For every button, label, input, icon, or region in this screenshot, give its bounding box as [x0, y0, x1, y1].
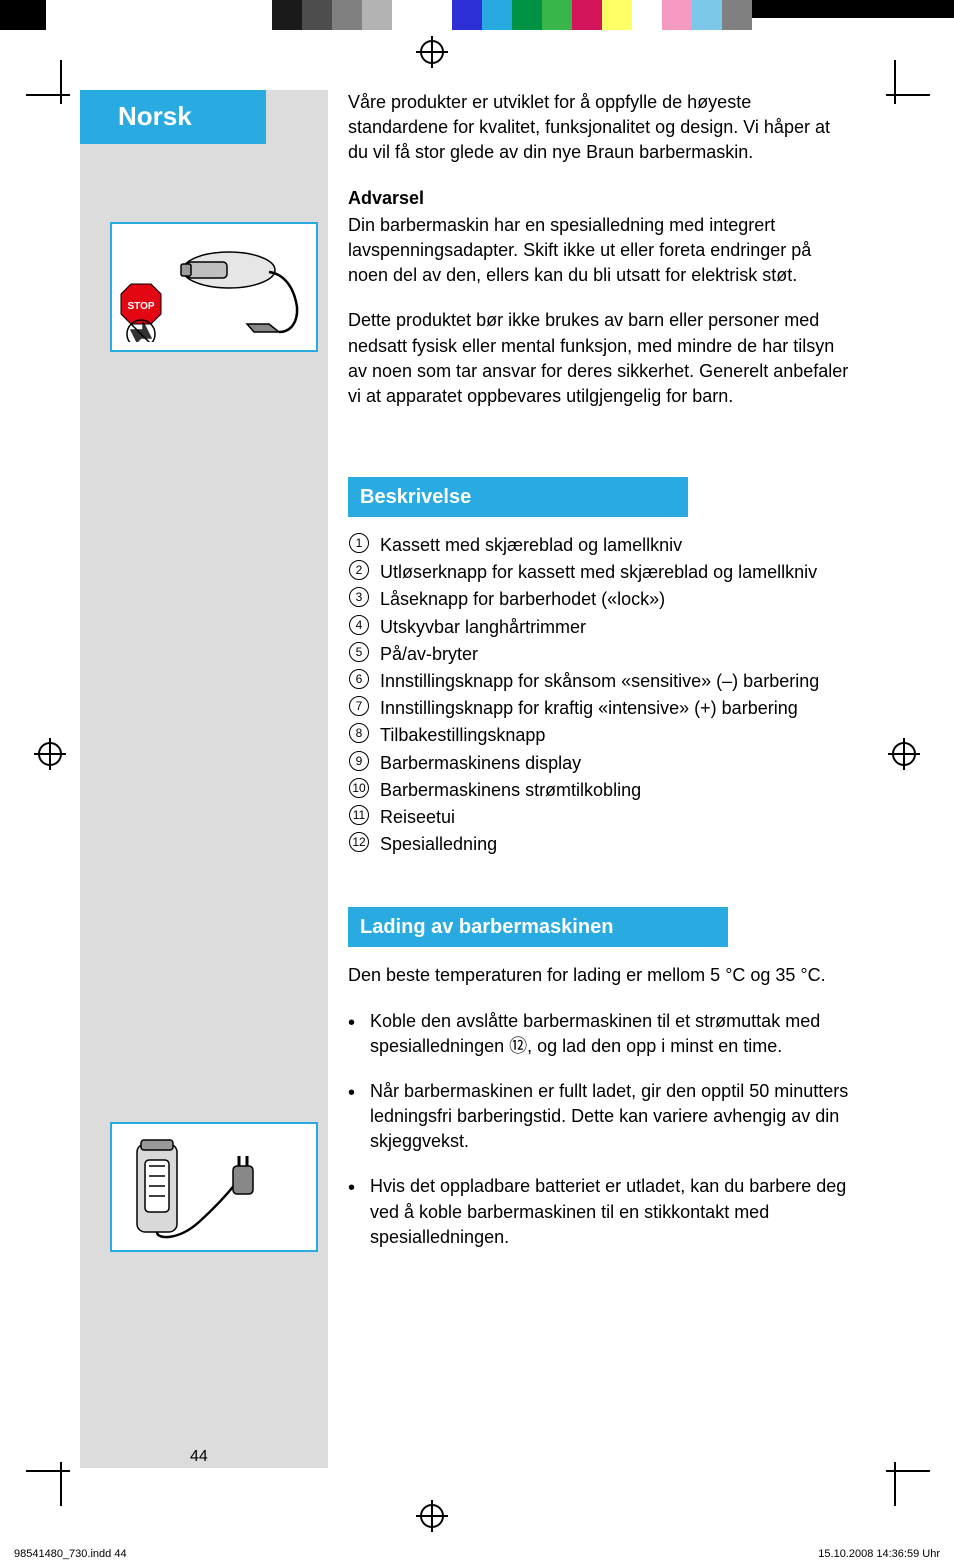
color-swatch: [482, 0, 512, 30]
description-text: Tilbakestillingsknapp: [380, 725, 545, 745]
color-swatch: [692, 0, 722, 30]
description-text: Låseknapp for barberhodet («lock»): [380, 589, 665, 609]
description-text: Reiseetui: [380, 807, 455, 827]
section-beskrivelse-heading: Beskrivelse: [348, 477, 688, 517]
description-item: 8 Tilbakestillingsknapp: [348, 723, 850, 748]
description-item: 6 Innstillingsknapp for skånsom «sensitiv…: [348, 669, 850, 694]
description-text: Barbermaskinens strømtilkobling: [380, 780, 641, 800]
lading-intro: Den beste temperaturen for lading er mel…: [348, 963, 850, 988]
color-swatch: [572, 0, 602, 30]
description-item: 3 Låseknapp for barberhodet («lock»): [348, 587, 850, 612]
description-item: 11 Reiseetui: [348, 805, 850, 830]
description-text: Barbermaskinens display: [380, 753, 581, 773]
circled-number-icon: 2: [349, 560, 369, 580]
color-swatch: [632, 0, 662, 30]
circled-number-icon: 1: [349, 533, 369, 553]
color-swatch: [422, 0, 452, 30]
description-text: Kassett med skjæreblad og lamellkniv: [380, 535, 682, 555]
description-text: På/av-bryter: [380, 644, 478, 664]
description-text: Innstillingsknapp for skånsom «sensitive…: [380, 671, 819, 691]
warning-heading: Advarsel: [348, 186, 850, 211]
color-swatch: [662, 0, 692, 30]
footer-filename: 98541480_730.indd 44: [14, 1547, 127, 1562]
sidebar: Norsk STOP: [80, 90, 328, 1468]
language-label: Norsk: [80, 90, 266, 144]
warning-paragraph-1: Din barbermaskin har en spesialledning m…: [348, 213, 850, 289]
description-item: 2 Utløserknapp for kassett med skjæreblad…: [348, 560, 850, 585]
description-item: 7 Innstillingsknapp for kraftig «intensiv…: [348, 696, 850, 721]
circled-number-icon: 10: [349, 778, 369, 798]
color-swatch: [332, 0, 362, 30]
description-item: 5 På/av-bryter: [348, 642, 850, 667]
circled-number-icon: 5: [349, 642, 369, 662]
color-swatch: [302, 0, 332, 30]
circled-number-icon: 11: [349, 805, 369, 825]
color-swatch: [272, 0, 302, 30]
warning-paragraph-2: Dette produktet bør ikke brukes av barn …: [348, 308, 850, 409]
page-content: Norsk STOP: [80, 90, 874, 1468]
illustration-charging: [110, 1122, 318, 1252]
crop-mark-icon: [880, 70, 920, 110]
description-text: Spesialledning: [380, 834, 497, 854]
color-swatch: [0, 0, 46, 30]
color-swatch: [602, 0, 632, 30]
charging-bullet-list: Koble den avslåtte barbermaskinen til et…: [348, 1009, 850, 1251]
description-item: 1 Kassett med skjæreblad og lamellkniv: [348, 533, 850, 558]
color-swatch: [452, 0, 482, 30]
registration-mark-icon: [420, 1504, 444, 1528]
crop-mark-icon: [36, 70, 76, 110]
registration-mark-icon: [38, 742, 62, 766]
color-swatch: [722, 0, 752, 30]
description-item: 10 Barbermaskinens strømtilkobling: [348, 778, 850, 803]
description-list: 1 Kassett med skjæreblad og lamellkniv 2 Ut…: [348, 533, 850, 857]
illustration-stop-warning: STOP: [110, 222, 318, 352]
page-number: 44: [190, 1446, 208, 1468]
registration-mark-icon: [420, 40, 444, 64]
color-swatch: [392, 0, 422, 30]
color-swatch: [46, 0, 272, 30]
circled-number-icon: 8: [349, 723, 369, 743]
circled-number-icon: 3: [349, 587, 369, 607]
circled-number-icon: 6: [349, 669, 369, 689]
color-swatch: [362, 0, 392, 30]
registration-mark-icon: [892, 742, 916, 766]
crop-mark-icon: [36, 1456, 76, 1496]
description-text: Utskyvbar langhårtrimmer: [380, 617, 586, 637]
footer-timestamp: 15.10.2008 14:36:59 Uhr: [818, 1547, 940, 1562]
circled-number-icon: 12: [349, 832, 369, 852]
charging-bullet: Koble den avslåtte barbermaskinen til et…: [348, 1009, 850, 1059]
description-text: Utløserknapp for kassett med skjæreblad …: [380, 562, 817, 582]
description-item: 4 Utskyvbar langhårtrimmer: [348, 615, 850, 640]
color-swatch: [542, 0, 572, 30]
main-text-column: Våre produkter er utviklet for å oppfyll…: [348, 90, 850, 1270]
circled-number-icon: 9: [349, 751, 369, 771]
section-lading-heading: Lading av barbermaskinen: [348, 907, 728, 947]
color-calibration-bars: [0, 0, 954, 44]
description-item: 9 Barbermaskinens display: [348, 751, 850, 776]
crop-mark-icon: [880, 1456, 920, 1496]
charging-bullet: Når barbermaskinen er fullt ladet, gir d…: [348, 1079, 850, 1155]
description-item: 12 Spesialledning: [348, 832, 850, 857]
circled-number-icon: 7: [349, 696, 369, 716]
circled-number-icon: 4: [349, 615, 369, 635]
stop-text: STOP: [127, 301, 154, 312]
color-swatch: [512, 0, 542, 30]
charging-bullet: Hvis det oppladbare batteriet er utladet…: [348, 1174, 850, 1250]
intro-paragraph: Våre produkter er utviklet for å oppfyll…: [348, 90, 850, 166]
description-text: Innstillingsknapp for kraftig «intensive…: [380, 698, 798, 718]
